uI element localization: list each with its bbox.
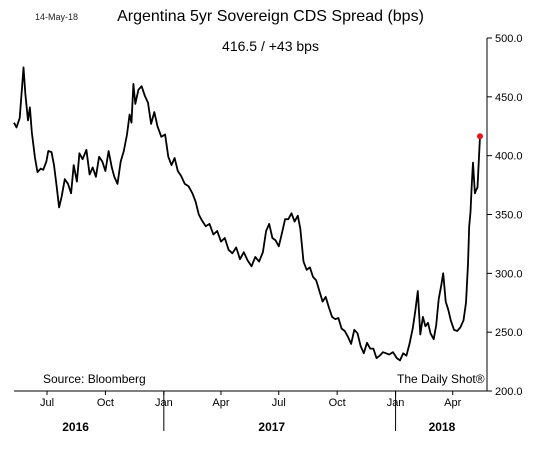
x-tick-label: Oct	[97, 397, 114, 409]
year-label: 2018	[429, 420, 456, 434]
x-tick-label: Apr	[444, 397, 461, 409]
x-tick-label: Oct	[329, 397, 346, 409]
cds-spread-line	[13, 66, 481, 362]
credit-note: The Daily Shot®	[397, 372, 485, 386]
x-tick-label: Jul	[272, 397, 286, 409]
y-tick-label: 350.0	[495, 210, 523, 222]
x-tick-label: Apr	[212, 397, 229, 409]
chart-subtitle-last-value: 416.5 / +43 bps	[222, 38, 319, 54]
y-tick-label: 250.0	[495, 327, 523, 339]
y-tick-label: 400.0	[495, 151, 523, 163]
year-label: 2016	[62, 420, 89, 434]
y-tick-label: 300.0	[495, 268, 523, 280]
x-tick-label: Jul	[40, 397, 54, 409]
chart-axes: 200.0 250.0 300.0 350.0 400.0 450.0 500.0 Jul Oc…	[14, 33, 523, 434]
y-tick-label: 450.0	[495, 92, 523, 104]
last-value-marker	[477, 133, 484, 140]
report-date: 14-May-18	[35, 12, 79, 22]
source-note: Source: Bloomberg	[43, 372, 146, 386]
chart-title: Argentina 5yr Sovereign CDS Spread (bps)	[117, 8, 424, 25]
year-label: 2017	[258, 420, 285, 434]
y-tick-label: 200.0	[495, 386, 523, 398]
y-tick-label: 500.0	[495, 33, 523, 45]
plot-area	[13, 66, 484, 362]
